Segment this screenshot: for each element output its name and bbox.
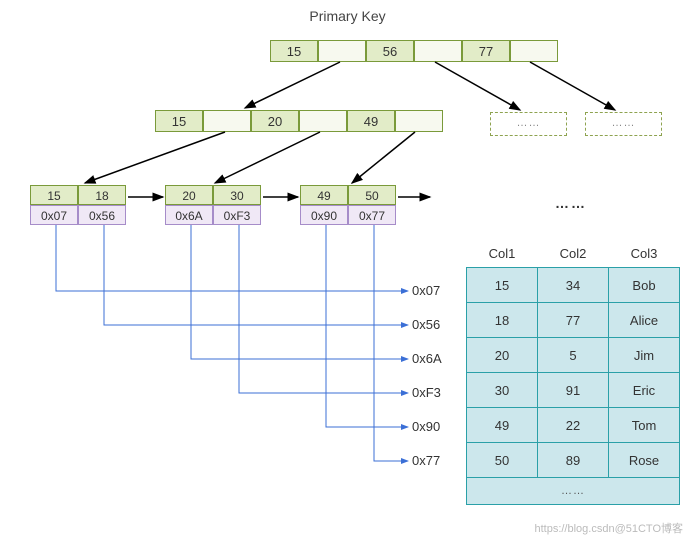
btree-leaf-2: 49 50 0x90 0x77	[300, 185, 396, 225]
leaf0-key-1: 18	[78, 185, 126, 205]
leaf1-ptr-0: 0x6A	[165, 205, 213, 225]
pointer-label-2: 0x6A	[412, 351, 442, 366]
table-row-ellipsis: ……	[467, 478, 680, 505]
table-header-col1: Col1	[467, 240, 538, 268]
table-row: 3091Eric	[467, 373, 680, 408]
leaf1-ptr-1: 0xF3	[213, 205, 261, 225]
internal-key-1: 20	[251, 110, 299, 132]
leaf2-ptr-0: 0x90	[300, 205, 348, 225]
pointer-label-0: 0x07	[412, 283, 440, 298]
btree-leaf-1: 20 30 0x6A 0xF3	[165, 185, 261, 225]
collapsed-node-1: ……	[585, 112, 662, 136]
internal-key-0: 15	[155, 110, 203, 132]
leaf2-key-0: 49	[300, 185, 348, 205]
root-key-1: 56	[366, 40, 414, 62]
table-row: 1534Bob	[467, 268, 680, 303]
leaf2-key-1: 50	[348, 185, 396, 205]
collapsed-node-0: ……	[490, 112, 567, 136]
internal-blank-1	[299, 110, 347, 132]
table-row: 205Jim	[467, 338, 680, 373]
table-header-col3: Col3	[609, 240, 680, 268]
leaf-continuation-dots: ……	[555, 195, 587, 211]
root-key-2: 77	[462, 40, 510, 62]
internal-blank-2	[395, 110, 443, 132]
btree-root-node: 15 56 77	[270, 40, 558, 62]
watermark-text: https://blog.csdn@51CTO博客	[534, 520, 683, 536]
leaf0-ptr-0: 0x07	[30, 205, 78, 225]
root-key-0: 15	[270, 40, 318, 62]
root-blank-0	[318, 40, 366, 62]
leaf1-key-1: 30	[213, 185, 261, 205]
btree-internal-node: 15 20 49	[155, 110, 443, 132]
leaf1-key-0: 20	[165, 185, 213, 205]
internal-key-2: 49	[347, 110, 395, 132]
leaf0-key-0: 15	[30, 185, 78, 205]
leaf2-ptr-1: 0x77	[348, 205, 396, 225]
internal-blank-0	[203, 110, 251, 132]
leaf0-ptr-1: 0x56	[78, 205, 126, 225]
data-table: Col1 Col2 Col3 1534Bob 1877Alice 205Jim …	[466, 240, 680, 505]
root-blank-2	[510, 40, 558, 62]
pointer-label-1: 0x56	[412, 317, 440, 332]
pointer-label-5: 0x77	[412, 453, 440, 468]
root-blank-1	[414, 40, 462, 62]
table-header-row: Col1 Col2 Col3	[467, 240, 680, 268]
table-row: 4922Tom	[467, 408, 680, 443]
table-row: 1877Alice	[467, 303, 680, 338]
pointer-label-3: 0xF3	[412, 385, 441, 400]
pointer-label-4: 0x90	[412, 419, 440, 434]
table-row: 5089Rose	[467, 443, 680, 478]
table-header-col2: Col2	[538, 240, 609, 268]
btree-leaf-0: 15 18 0x07 0x56	[30, 185, 126, 225]
page-title: Primary Key	[0, 0, 695, 24]
